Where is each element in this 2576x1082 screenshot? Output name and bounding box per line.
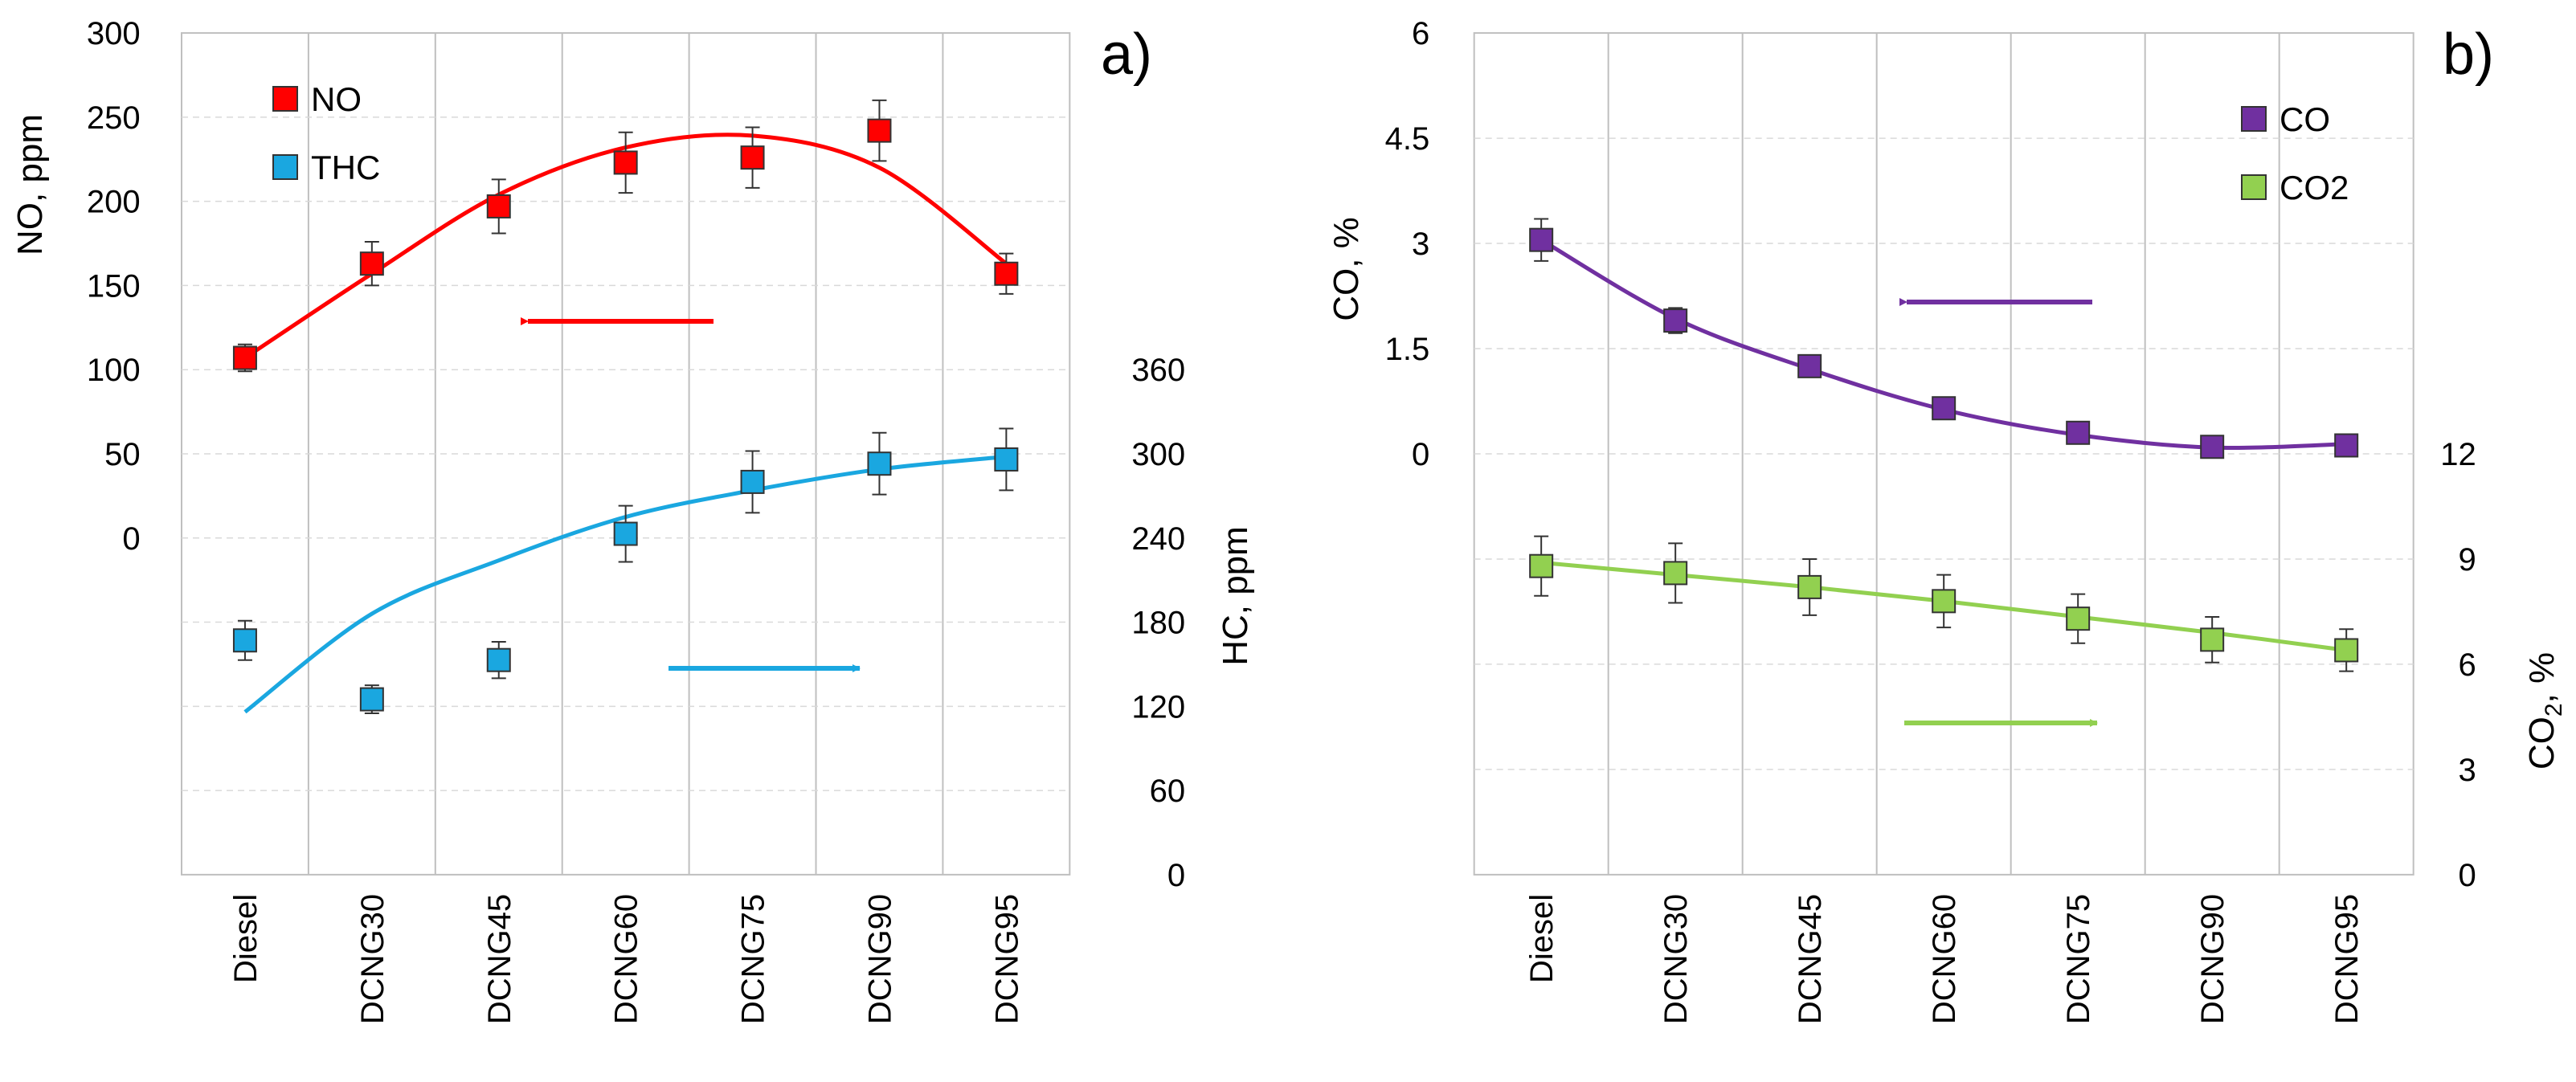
panel-label-a: a) bbox=[1101, 22, 1152, 87]
data-point-thc bbox=[994, 447, 1019, 472]
category-tick-label: DCNG95 bbox=[2329, 894, 2365, 1024]
right-axis-title-a: HC, ppm bbox=[1216, 526, 1255, 666]
right-axis-title-b-base: CO bbox=[2522, 717, 2562, 770]
legend-a: NO THC bbox=[272, 80, 380, 186]
data-point-no bbox=[486, 194, 511, 218]
right-axis-tick-label: 60 bbox=[1150, 774, 1186, 809]
data-point-co bbox=[1932, 396, 1957, 421]
data-point-no bbox=[994, 261, 1019, 286]
chart-panel-b: 6 4.5 3 1.5 0 12 9 6 3 0 Diesel DCNG30 DCNG45 DCNG6… bbox=[1327, 16, 2567, 1024]
left-axis-title-a: NO, ppm bbox=[10, 114, 50, 255]
data-point-co2 bbox=[2334, 638, 2359, 663]
left-axis-tick-label: 6 bbox=[1412, 16, 1429, 51]
right-axis-tick-label: 180 bbox=[1131, 606, 1185, 641]
category-tick-label: Diesel bbox=[228, 894, 264, 983]
data-point-co2 bbox=[1529, 553, 1554, 578]
trendline-thc bbox=[243, 454, 1007, 714]
category-tick-label: DCNG90 bbox=[2195, 894, 2230, 1024]
category-tick-label: DCNG75 bbox=[2061, 894, 2096, 1024]
right-axis-tick-label: 3 bbox=[2459, 753, 2476, 788]
category-tick-label: DCNG95 bbox=[989, 894, 1024, 1024]
left-axis-tick-label: 3 bbox=[1412, 227, 1429, 262]
right-axis-tick-label: 360 bbox=[1131, 353, 1185, 388]
right-axis-tick-label: 240 bbox=[1131, 521, 1185, 557]
data-point-no bbox=[359, 251, 384, 276]
data-point-no bbox=[232, 345, 257, 370]
right-axis-tick-label: 0 bbox=[1167, 858, 1185, 893]
right-axis-title-b-suffix: , % bbox=[2522, 652, 2562, 704]
left-axis-tick-label: 1.5 bbox=[1385, 332, 1430, 367]
category-tick-label: Diesel bbox=[1524, 894, 1560, 983]
right-axis-tick-label: 12 bbox=[2440, 437, 2476, 472]
data-point-co2 bbox=[1663, 561, 1688, 586]
data-point-co2 bbox=[1797, 574, 1822, 599]
legend-label-no: NO bbox=[311, 80, 362, 118]
left-axis-tick-label: 0 bbox=[122, 521, 140, 557]
data-point-co2 bbox=[2200, 627, 2225, 652]
category-tick-label: DCNG45 bbox=[482, 894, 517, 1024]
data-point-thc bbox=[740, 469, 765, 494]
chart-panel-a: 300 250 200 150 100 50 0 360 300 240 180 120 60 0 Di… bbox=[10, 16, 1255, 1024]
right-axis-tick-label: 0 bbox=[2459, 858, 2476, 893]
data-point-co bbox=[2200, 435, 2225, 459]
data-point-no bbox=[613, 150, 638, 175]
data-point-co2 bbox=[2066, 606, 2091, 631]
legend-marker-co2 bbox=[2241, 174, 2267, 200]
data-point-thc bbox=[486, 647, 511, 672]
category-tick-label: DCNG90 bbox=[862, 894, 898, 1024]
category-tick-label: DCNG60 bbox=[1927, 894, 1962, 1024]
left-axis-tick-label: 4.5 bbox=[1385, 121, 1430, 157]
data-point-co bbox=[1529, 227, 1554, 252]
right-axis-tick-label: 6 bbox=[2459, 647, 2476, 683]
data-point-co bbox=[1663, 308, 1688, 333]
category-tick-label: DCNG75 bbox=[736, 894, 771, 1024]
category-tick-label: DCNG30 bbox=[1658, 894, 1694, 1024]
data-point-co bbox=[2066, 420, 2091, 445]
data-point-co bbox=[2334, 433, 2359, 458]
category-tick-label: DCNG30 bbox=[355, 894, 390, 1024]
legend-label-co: CO bbox=[2280, 100, 2330, 138]
left-axis-tick-label: 0 bbox=[1412, 437, 1429, 472]
data-point-thc bbox=[613, 521, 638, 546]
legend-marker-co bbox=[2241, 106, 2267, 132]
legend-marker-thc bbox=[272, 154, 298, 180]
right-axis-title-b-sub: 2 bbox=[2541, 703, 2567, 717]
category-tick-label: DCNG45 bbox=[1793, 894, 1828, 1024]
data-point-thc bbox=[867, 451, 892, 476]
left-axis-tick-label: 250 bbox=[87, 100, 141, 136]
legend-marker-no bbox=[272, 86, 298, 112]
right-axis-tick-label: 120 bbox=[1131, 689, 1185, 725]
left-axis-tick-label: 100 bbox=[87, 353, 141, 388]
data-point-co bbox=[1797, 353, 1822, 378]
left-axis-tick-label: 200 bbox=[87, 185, 141, 220]
data-point-thc bbox=[359, 687, 384, 712]
legend-label-co2: CO2 bbox=[2280, 169, 2349, 206]
right-axis-title-b: CO2, % bbox=[2522, 652, 2567, 770]
data-point-no bbox=[867, 118, 892, 143]
panel-label-b: b) bbox=[2443, 22, 2494, 87]
legend-label-thc: THC bbox=[311, 149, 380, 186]
left-axis-tick-label: 150 bbox=[87, 268, 141, 304]
right-axis-tick-label: 300 bbox=[1131, 437, 1185, 472]
data-point-no bbox=[740, 145, 765, 170]
data-point-thc bbox=[232, 628, 257, 653]
right-axis-tick-label: 9 bbox=[2459, 542, 2476, 578]
category-tick-label: DCNG60 bbox=[609, 894, 644, 1024]
left-axis-tick-label: 300 bbox=[87, 16, 141, 51]
left-axis-title-b: CO, % bbox=[1327, 217, 1366, 321]
data-point-co2 bbox=[1932, 589, 1957, 614]
legend-b: CO CO2 bbox=[2241, 100, 2349, 206]
left-axis-tick-label: 50 bbox=[104, 437, 141, 472]
